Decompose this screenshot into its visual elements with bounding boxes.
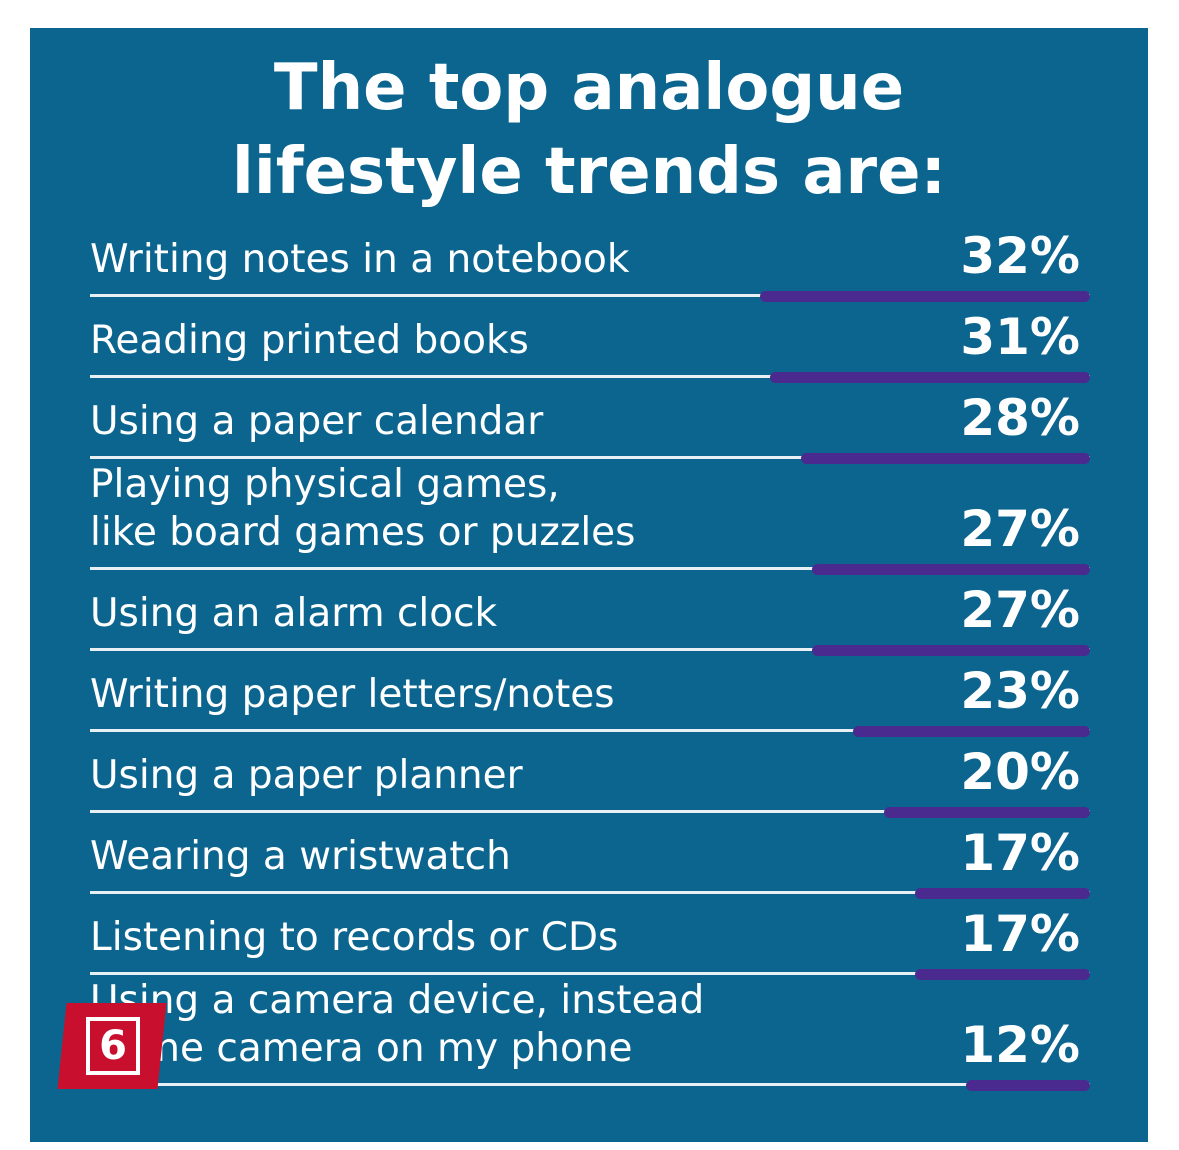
value-label: 28% bbox=[960, 389, 1080, 447]
value-label: 27% bbox=[960, 500, 1080, 558]
bar bbox=[883, 807, 1090, 818]
category-label: Using a paper calendar bbox=[90, 399, 544, 444]
value-label: 32% bbox=[960, 227, 1080, 285]
bar bbox=[811, 564, 1090, 575]
bar bbox=[914, 888, 1090, 899]
category-label: Using a camera device, instead of the ca… bbox=[90, 978, 705, 1071]
value-label: 17% bbox=[960, 824, 1080, 882]
panel: The top analogue lifestyle trends are: W… bbox=[30, 28, 1148, 1142]
row: Using a camera device, instead of the ca… bbox=[90, 977, 1090, 1091]
category-label: Using a paper planner bbox=[90, 753, 523, 798]
chart-title: The top analogue lifestyle trends are: bbox=[231, 51, 947, 209]
row: Listening to records or CDs 17% bbox=[90, 896, 1090, 980]
value-label: 17% bbox=[960, 905, 1080, 963]
row: Using a paper calendar 28% bbox=[90, 380, 1090, 464]
value-label: 31% bbox=[960, 308, 1080, 366]
bar bbox=[801, 453, 1090, 464]
bar bbox=[760, 291, 1090, 302]
badge-text: 6 bbox=[86, 1017, 140, 1075]
row: Writing notes in a notebook 32% bbox=[90, 218, 1090, 302]
category-label: Writing notes in a notebook bbox=[90, 237, 630, 282]
category-label: Using an alarm clock bbox=[90, 591, 498, 636]
category-label: Reading printed books bbox=[90, 318, 529, 363]
row: Using an alarm clock 27% bbox=[90, 572, 1090, 656]
row: Writing paper letters/notes 23% bbox=[90, 653, 1090, 737]
value-label: 12% bbox=[960, 1016, 1080, 1074]
row: Playing physical games, like board games… bbox=[90, 461, 1090, 575]
bar bbox=[770, 372, 1090, 383]
row: Using a paper planner 20% bbox=[90, 734, 1090, 818]
category-label: Playing physical games, like board games… bbox=[90, 462, 636, 555]
bar bbox=[966, 1080, 1090, 1091]
category-label: Wearing a wristwatch bbox=[90, 834, 511, 879]
category-label: Listening to records or CDs bbox=[90, 915, 619, 960]
category-label: Writing paper letters/notes bbox=[90, 672, 615, 717]
bar bbox=[852, 726, 1090, 737]
value-label: 27% bbox=[960, 581, 1080, 639]
value-label: 20% bbox=[960, 743, 1080, 801]
rows: Writing notes in a notebook 32% Reading pr… bbox=[90, 218, 1090, 1091]
value-label: 23% bbox=[960, 662, 1080, 720]
row: Reading printed books 31% bbox=[90, 299, 1090, 383]
bar bbox=[811, 645, 1090, 656]
badge: 6 bbox=[57, 1003, 167, 1089]
row: Wearing a wristwatch 17% bbox=[90, 815, 1090, 899]
bar bbox=[914, 969, 1090, 980]
